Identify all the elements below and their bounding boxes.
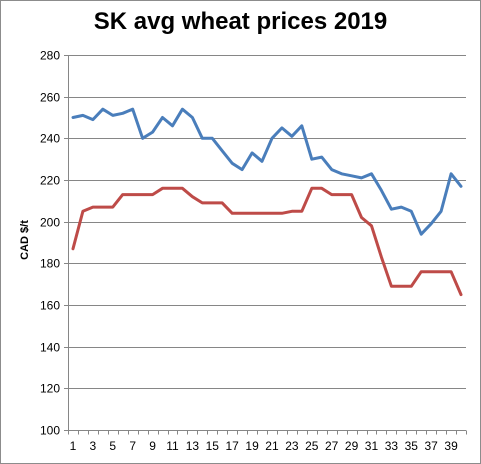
x-tick-label: 39 (444, 439, 458, 453)
y-tick-label: 200 (40, 216, 60, 230)
series-line-1 (71, 107, 463, 236)
x-tick-label: 7 (129, 439, 136, 453)
x-tick-label: 23 (285, 439, 299, 453)
x-tick-label: 29 (345, 439, 359, 453)
x-tick-label: 21 (265, 439, 279, 453)
x-tick-label: 3 (90, 439, 97, 453)
axes (64, 55, 467, 435)
series-line-2 (71, 186, 463, 297)
y-tick-label: 120 (40, 382, 60, 396)
x-tick-label: 27 (325, 439, 339, 453)
y-axis-label: CAD $/t (19, 220, 31, 260)
y-tick-label: 160 (40, 299, 60, 313)
y-tick-label: 280 (40, 49, 60, 63)
y-tick-label: 180 (40, 257, 60, 271)
x-tick-label: 17 (225, 439, 239, 453)
x-tick-label: 31 (365, 439, 379, 453)
x-tick-label: 11 (166, 439, 179, 453)
x-tick-label: 13 (186, 439, 200, 453)
series-lines (71, 107, 463, 297)
x-tick-label: 1 (70, 439, 77, 453)
x-tick-label: 5 (109, 439, 116, 453)
y-tick-label: 140 (40, 341, 60, 355)
x-tick-label: 25 (305, 439, 319, 453)
chart-title: SK avg wheat prices 2019 (93, 8, 388, 35)
x-tick-label: 15 (206, 439, 220, 453)
x-tick-label: 33 (385, 439, 399, 453)
y-tick-label: 100 (40, 424, 60, 438)
x-tick-label: 37 (424, 439, 438, 453)
x-tick-label: 19 (245, 439, 259, 453)
x-tick-label: 35 (405, 439, 419, 453)
y-tick-label: 260 (40, 91, 60, 105)
y-tick-label: 240 (40, 132, 60, 146)
y-tick-label: 220 (40, 174, 60, 188)
gridlines (68, 55, 466, 389)
x-tick-label: 9 (149, 439, 156, 453)
